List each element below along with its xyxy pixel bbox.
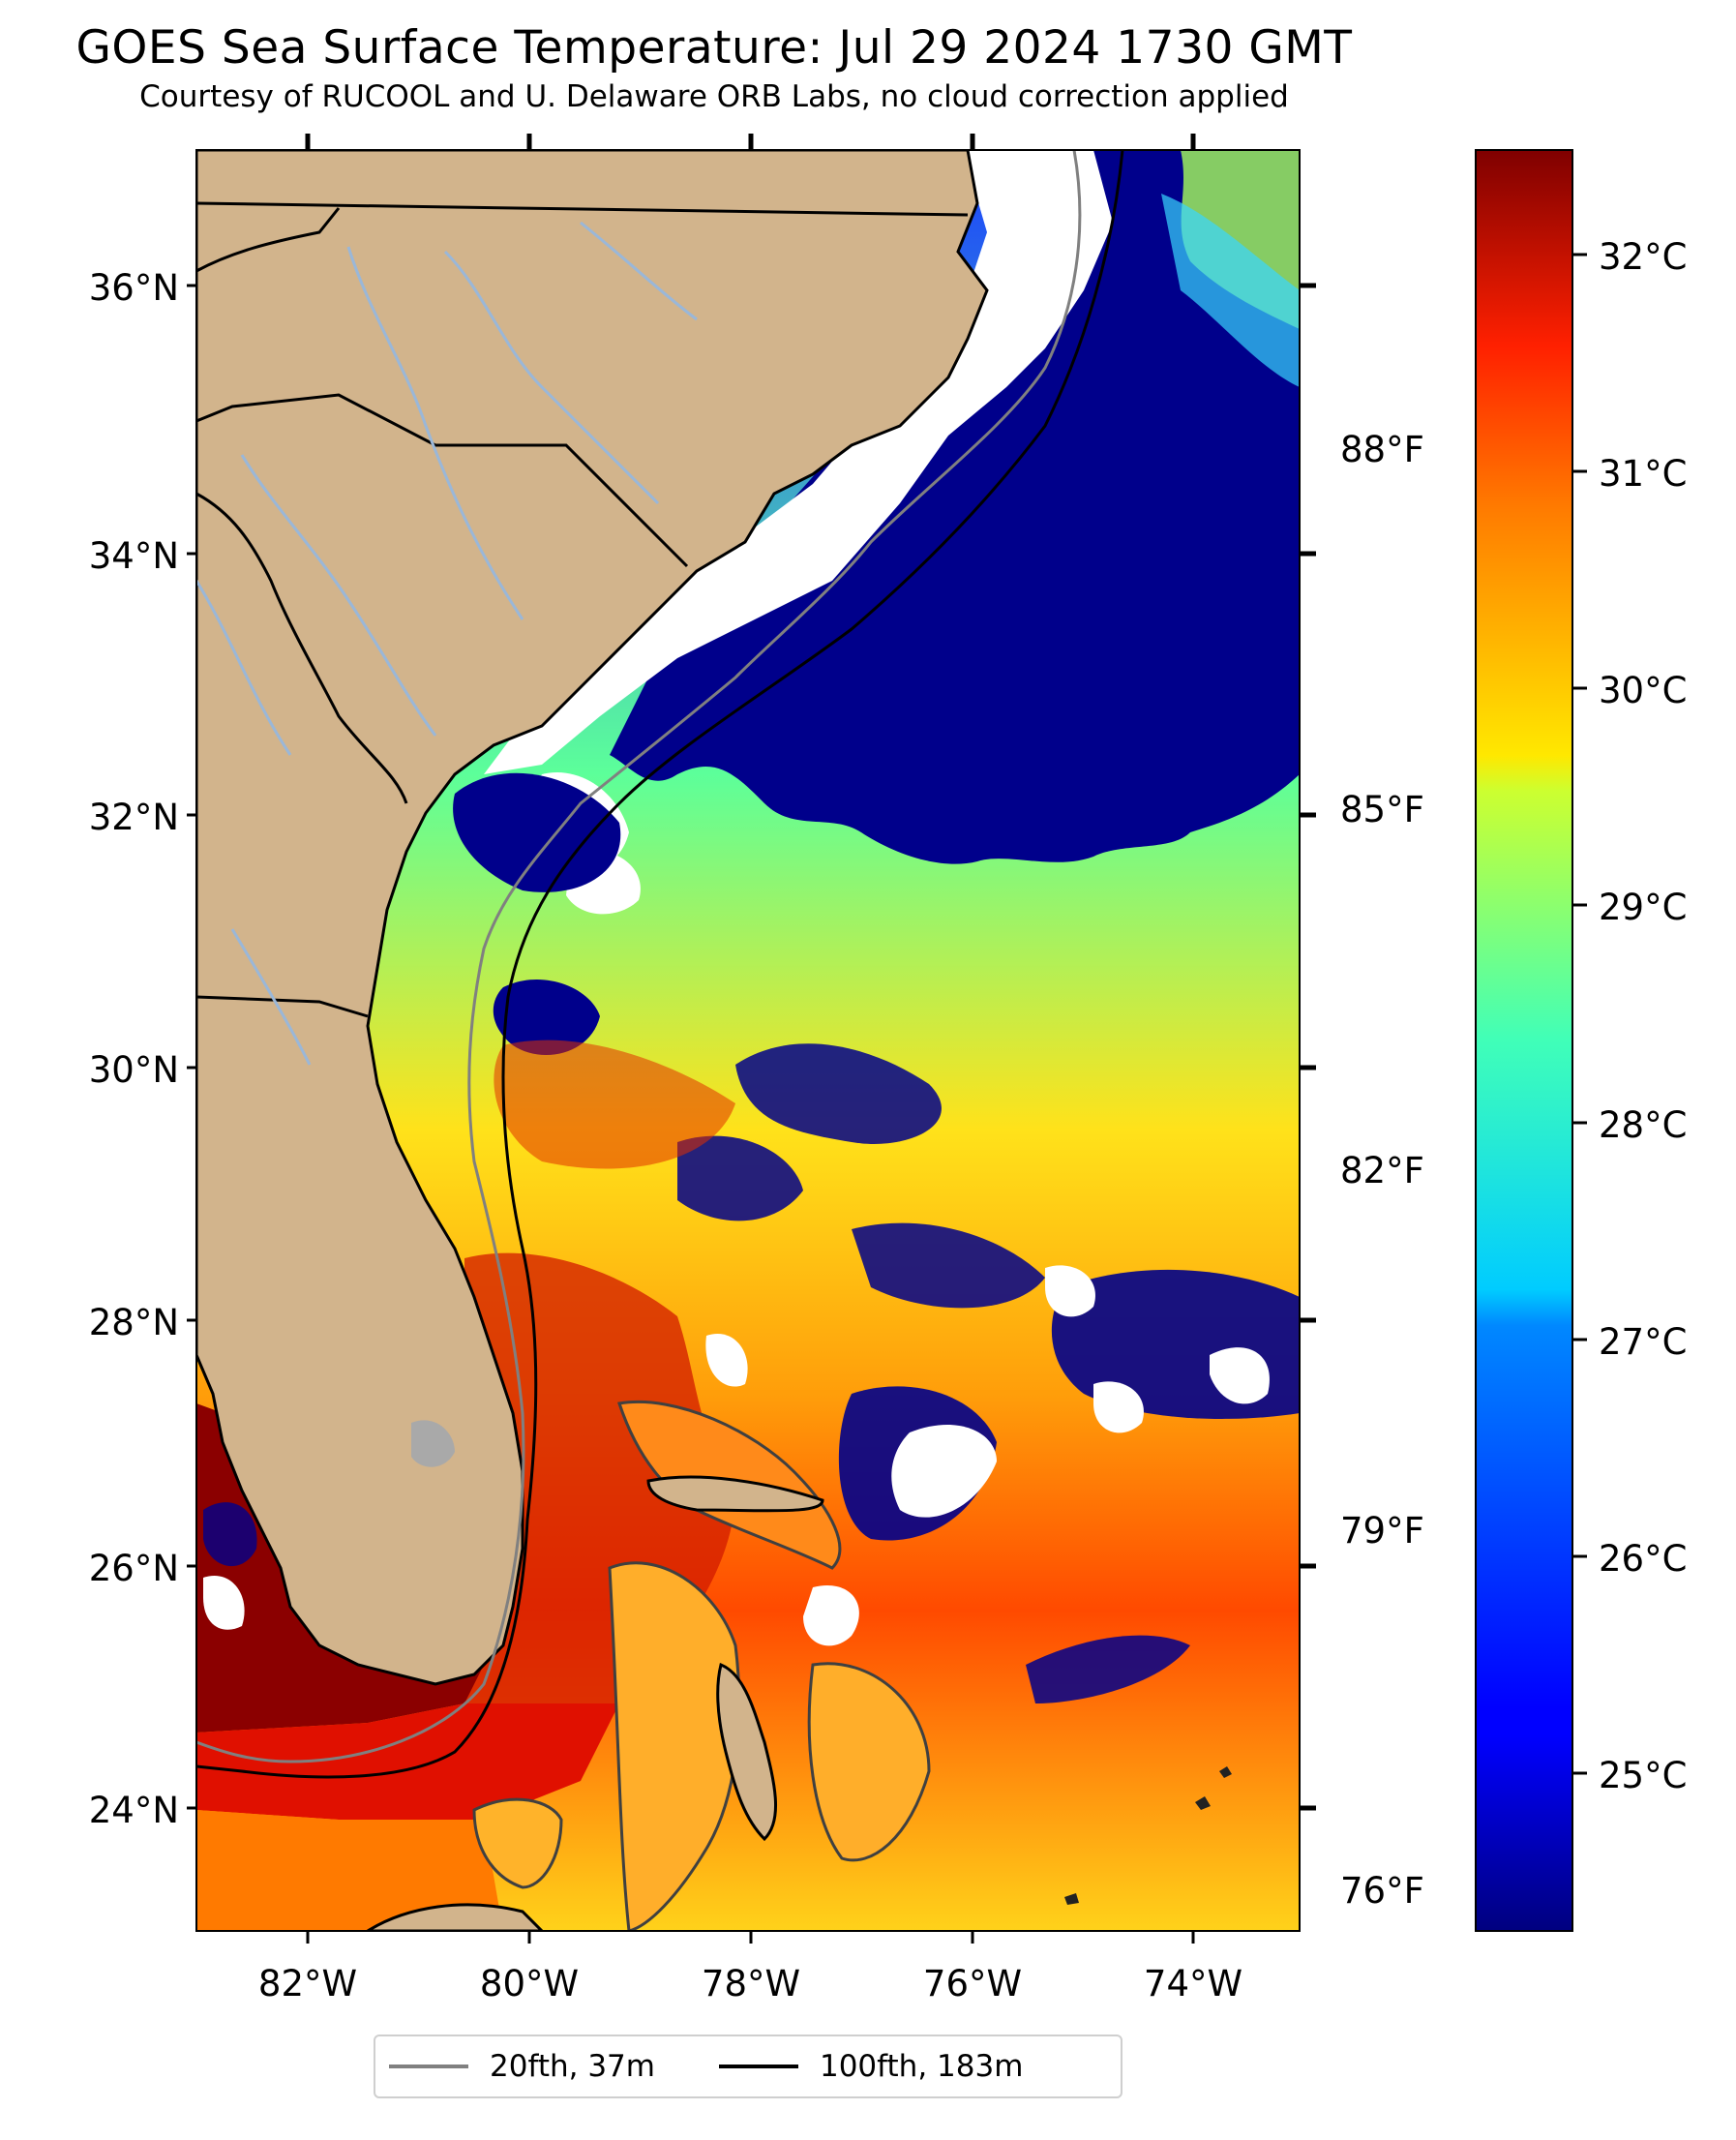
lon-label-80w: 80°W	[480, 1963, 579, 2004]
page-subtitle: Courtesy of RUCOOL and U. Delaware ORB L…	[139, 79, 1289, 114]
cb-label-27c: 27°C	[1599, 1321, 1687, 1363]
gulf-of-mexico-orange	[196, 1810, 503, 1931]
lat-label-36n: 36°N	[89, 267, 179, 309]
isobath-legend: 20fth, 37m 100fth, 183m	[374, 2035, 1122, 2098]
axis-ticks	[187, 134, 1316, 1944]
cyan-patch-ne	[1161, 194, 1300, 387]
lat-label-30n: 30°N	[89, 1049, 179, 1091]
cold-region-north	[610, 150, 1300, 864]
cloud-patch-8	[705, 1334, 748, 1387]
f-label-88: 88°F	[1340, 429, 1424, 470]
cloud-patch-4	[1093, 1381, 1144, 1433]
colorbar: 32°C 31°C 30°C 29°C 28°C 27°C 26°C 25°C	[1475, 149, 1687, 1932]
cay-sal-bank	[472, 1797, 563, 1889]
cold-blob-31n	[453, 772, 621, 892]
colorbar-ticks	[1572, 253, 1587, 1775]
andros-island	[716, 1662, 777, 1842]
state-borders	[196, 201, 969, 1018]
cloud-patch-3	[1045, 1265, 1095, 1317]
cb-label-25c: 25°C	[1599, 1755, 1687, 1796]
rivers	[196, 221, 698, 1066]
gulf-of-mexico-red	[196, 1703, 619, 1820]
lon-label-82w: 82°W	[258, 1963, 357, 2004]
lon-labels: 82°W 80°W 78°W 76°W 74°W	[258, 1963, 1242, 2004]
lat-labels: 36°N 34°N 32°N 30°N 28°N 26°N 24°N	[89, 267, 179, 1831]
fahrenheit-labels: 88°F 85°F 82°F 79°F 76°F	[1340, 429, 1424, 1912]
lat-label-34n: 34°N	[89, 535, 179, 577]
lat-label-32n: 32°N	[89, 797, 179, 838]
lon-label-74w: 74°W	[1144, 1963, 1242, 2004]
bahamas-bank-south	[608, 1561, 741, 1931]
cold-band-29n	[677, 1135, 803, 1221]
cb-label-26c: 26°C	[1599, 1538, 1687, 1580]
map-frame	[195, 149, 1301, 1932]
cb-label-32c: 32°C	[1599, 236, 1687, 278]
map-panel	[196, 150, 1300, 1931]
cloud-gulf	[203, 1576, 245, 1630]
bahamas-bank-east	[807, 1662, 931, 1862]
cold-blob-30n	[493, 979, 600, 1055]
lat-label-28n: 28°N	[89, 1302, 179, 1343]
border-ga-fl	[196, 995, 369, 1018]
cold-band-28n	[852, 1222, 1045, 1309]
border-va-nc	[196, 201, 969, 217]
land-mass	[196, 150, 989, 1686]
legend-item-20fth: 20fth, 37m	[389, 2049, 655, 2084]
colorbar-gradient	[1475, 149, 1573, 1932]
cold-streak-25n	[1026, 1635, 1190, 1703]
lon-label-76w: 76°W	[923, 1963, 1022, 2004]
f-label-85: 85°F	[1340, 789, 1424, 830]
legend-swatch-20fth	[389, 2065, 468, 2068]
lat-label-24n: 24°N	[89, 1790, 179, 1831]
cb-label-29c: 29°C	[1599, 887, 1687, 928]
legend-label-100fth: 100fth, 183m	[819, 2049, 1024, 2084]
lake-okeechobee	[411, 1420, 455, 1467]
cb-label-31c: 31°C	[1599, 453, 1687, 495]
isobath-100fth	[196, 150, 1124, 1779]
border-nc-sc	[196, 393, 689, 568]
f-label-79: 79°F	[1340, 1510, 1424, 1552]
legend-label-20fth: 20fth, 37m	[490, 2049, 655, 2084]
border-sc-ga	[196, 492, 408, 804]
cloud-patch-5	[891, 1424, 997, 1518]
cold-band-30n	[735, 1043, 942, 1144]
lon-label-78w: 78°W	[702, 1963, 800, 2004]
grand-bahama	[646, 1475, 824, 1513]
cloud-patch-7	[803, 1585, 859, 1646]
f-label-82: 82°F	[1340, 1150, 1424, 1191]
cb-label-30c: 30°C	[1599, 670, 1687, 711]
f-label-76: 76°F	[1340, 1870, 1424, 1912]
cloud-patch-6	[1210, 1347, 1270, 1404]
warm-core-30n	[494, 1040, 735, 1169]
legend-item-100fth: 100fth, 183m	[718, 2049, 1024, 2084]
land-south-edge	[365, 1903, 545, 1931]
page-title: GOES Sea Surface Temperature: Jul 29 202…	[75, 21, 1353, 75]
border-nc-west	[196, 207, 341, 273]
cb-label-28c: 28°C	[1599, 1104, 1687, 1146]
isobath-20fth	[196, 150, 1082, 1763]
lat-label-26n: 26°N	[89, 1548, 179, 1589]
cold-gulf-blobs	[203, 1502, 257, 1567]
legend-swatch-100fth	[718, 2065, 798, 2068]
